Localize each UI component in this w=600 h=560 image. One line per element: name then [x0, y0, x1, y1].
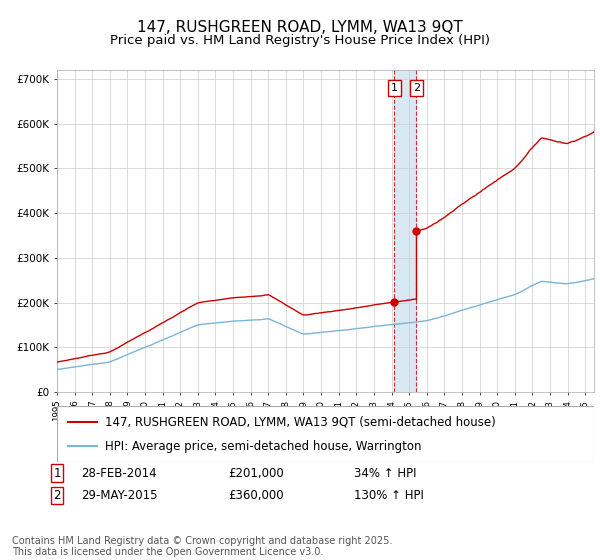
Text: 2: 2	[413, 83, 420, 93]
Text: 34% ↑ HPI: 34% ↑ HPI	[354, 466, 416, 480]
Text: 28-FEB-2014: 28-FEB-2014	[81, 466, 157, 480]
Text: HPI: Average price, semi-detached house, Warrington: HPI: Average price, semi-detached house,…	[106, 440, 422, 453]
Text: 1: 1	[391, 83, 398, 93]
Bar	[394, 70, 416, 392]
Text: 2: 2	[53, 489, 61, 502]
Text: 29-MAY-2015: 29-MAY-2015	[81, 489, 157, 502]
FancyBboxPatch shape	[57, 406, 594, 462]
Text: £201,000: £201,000	[228, 466, 284, 480]
Text: 147, RUSHGREEN ROAD, LYMM, WA13 9QT: 147, RUSHGREEN ROAD, LYMM, WA13 9QT	[137, 20, 463, 35]
Text: 147, RUSHGREEN ROAD, LYMM, WA13 9QT (semi-detached house): 147, RUSHGREEN ROAD, LYMM, WA13 9QT (sem…	[106, 415, 496, 428]
Text: Price paid vs. HM Land Registry's House Price Index (HPI): Price paid vs. HM Land Registry's House …	[110, 34, 490, 46]
Text: 130% ↑ HPI: 130% ↑ HPI	[354, 489, 424, 502]
Text: Contains HM Land Registry data © Crown copyright and database right 2025.
This d: Contains HM Land Registry data © Crown c…	[12, 535, 392, 557]
Text: £360,000: £360,000	[228, 489, 284, 502]
Text: 1: 1	[53, 466, 61, 480]
